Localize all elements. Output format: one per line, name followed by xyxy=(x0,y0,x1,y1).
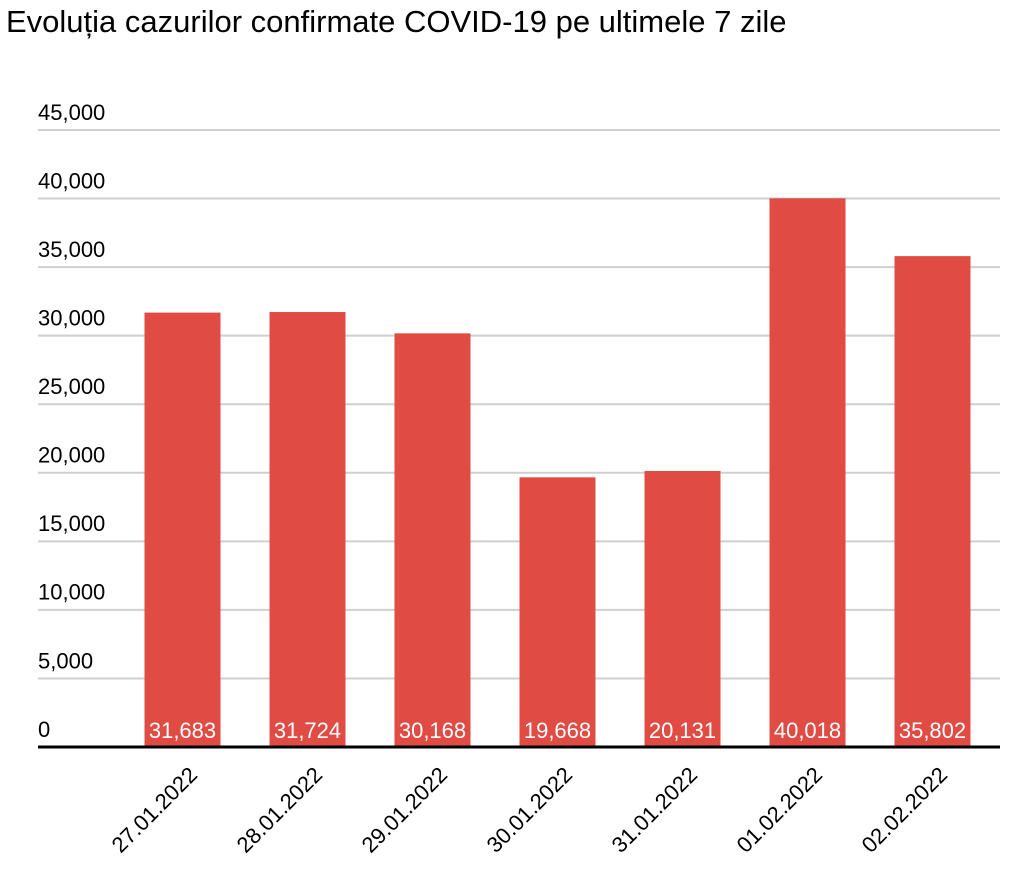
y-tick-label: 15,000 xyxy=(38,511,105,536)
x-tick-label: 30.01.2022 xyxy=(482,762,578,858)
x-tick-label: 02.02.2022 xyxy=(857,762,953,858)
bar xyxy=(144,312,221,747)
value-label: 31,724 xyxy=(274,718,341,743)
bar xyxy=(269,312,346,747)
y-tick-label: 45,000 xyxy=(38,100,105,125)
y-tick-label: 5,000 xyxy=(38,648,93,673)
x-tick-label: 28.01.2022 xyxy=(232,762,328,858)
bar xyxy=(394,333,471,747)
y-tick-label: 20,000 xyxy=(38,443,105,468)
value-label: 40,018 xyxy=(774,718,841,743)
y-tick-label: 25,000 xyxy=(38,374,105,399)
value-label: 20,131 xyxy=(649,718,716,743)
y-tick-label: 40,000 xyxy=(38,168,105,193)
bar xyxy=(644,470,721,747)
bar xyxy=(519,477,596,747)
value-label: 31,683 xyxy=(149,718,216,743)
x-tick-label: 27.01.2022 xyxy=(107,762,203,858)
y-tick-label: 0 xyxy=(38,717,50,742)
y-tick-label: 30,000 xyxy=(38,305,105,330)
x-tick-label: 29.01.2022 xyxy=(357,762,453,858)
value-label: 30,168 xyxy=(399,718,466,743)
value-label: 35,802 xyxy=(899,718,966,743)
bar xyxy=(894,256,971,747)
bar xyxy=(769,198,846,747)
y-tick-label: 35,000 xyxy=(38,237,105,262)
value-label: 19,668 xyxy=(524,718,591,743)
y-tick-label: 10,000 xyxy=(38,580,105,605)
x-tick-label: 31.01.2022 xyxy=(607,762,703,858)
x-tick-label: 01.02.2022 xyxy=(732,762,828,858)
chart-title: Evoluția cazurilor confirmate COVID-19 p… xyxy=(6,4,786,39)
